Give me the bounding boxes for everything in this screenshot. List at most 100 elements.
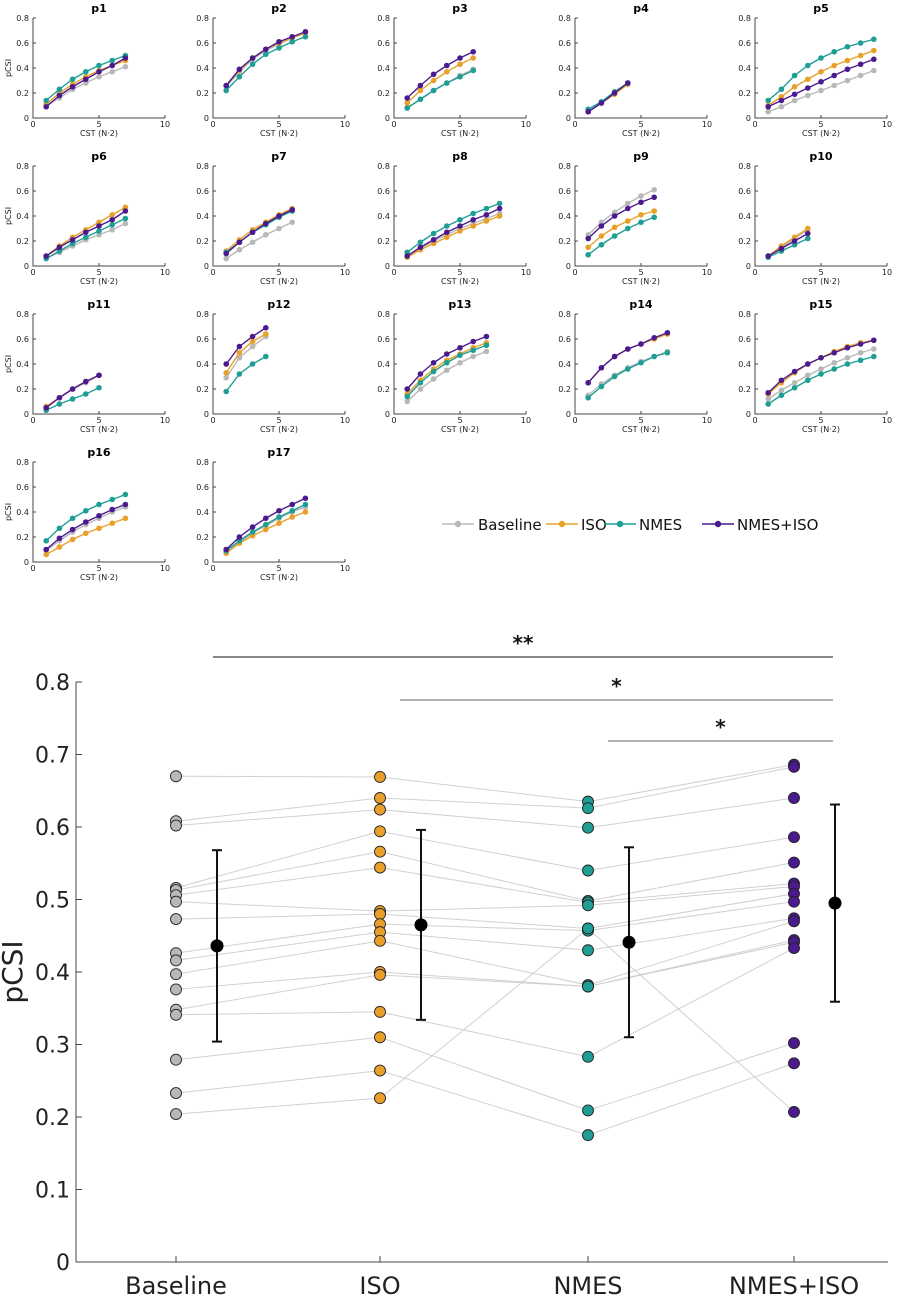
data-point <box>805 377 811 384</box>
mean-marker <box>622 935 636 949</box>
data-point <box>289 33 296 40</box>
data-point <box>96 525 102 532</box>
data-point <box>483 205 490 212</box>
data-point <box>791 379 798 386</box>
y-tick-label: 0.8 <box>558 14 571 23</box>
data-point <box>404 398 411 405</box>
data-point <box>236 246 243 253</box>
data-point <box>857 61 864 68</box>
data-point <box>831 366 837 372</box>
data-point <box>457 216 463 223</box>
y-axis-label: pCSI <box>0 940 29 1003</box>
participant-line <box>175 939 795 990</box>
y-tick-label: 0.8 <box>16 458 29 467</box>
data-point <box>444 80 450 86</box>
data-point <box>857 357 864 364</box>
data-point <box>805 230 811 237</box>
data-point <box>585 108 591 115</box>
x-tick-label: 10 <box>340 416 350 425</box>
panel-title: p8 <box>452 150 468 163</box>
participant-line <box>175 927 795 1115</box>
panel-title: p4 <box>633 2 649 15</box>
data-point <box>598 241 605 248</box>
y-tick-label: 0.6 <box>738 39 751 48</box>
data-point <box>83 530 89 537</box>
data-point <box>43 404 49 411</box>
data-point <box>778 377 785 384</box>
x-axis-label: CST (N·2) <box>260 129 298 138</box>
data-point <box>276 514 282 520</box>
participant-line <box>175 764 795 803</box>
panel-p1: p1 0 0.2 0.4 0.6 0.8 0 5 10 CST (N·2) pCSI <box>4 2 170 138</box>
data-point <box>263 526 269 533</box>
data-point <box>788 831 800 844</box>
data-point <box>470 55 477 61</box>
data-point <box>611 224 618 231</box>
y-tick-label: 0.2 <box>558 89 571 98</box>
data-point <box>457 352 463 359</box>
data-point <box>788 856 800 869</box>
y-tick-label: 0.2 <box>16 533 29 542</box>
panel-title: p1 <box>91 2 107 15</box>
data-point <box>470 67 477 74</box>
data-point <box>109 216 115 223</box>
data-point <box>69 386 76 392</box>
data-point <box>122 63 129 70</box>
data-point <box>778 97 785 104</box>
panel-title: p15 <box>809 298 832 311</box>
legend-iso: ISO <box>546 516 607 534</box>
panel-title: p11 <box>87 298 110 311</box>
y-tick-label: 0.2 <box>16 385 29 394</box>
x-tick-label: 10 <box>160 416 170 425</box>
data-point <box>96 384 102 391</box>
data-point <box>109 226 115 233</box>
x-tick-label: 0 <box>572 120 577 129</box>
series-line-nmes-iso <box>767 232 809 257</box>
panel-p9: p9 0 0.2 0.4 0.6 0.8 0 5 10 CST (N·2) <box>558 150 712 286</box>
x-tick-label: 0 <box>572 416 577 425</box>
data-point <box>844 57 851 64</box>
data-point <box>778 86 785 93</box>
y-tick-label: 0.6 <box>16 335 29 344</box>
data-point <box>69 536 76 543</box>
data-point <box>96 62 102 69</box>
panel-p7: p7 0 0.2 0.4 0.6 0.8 0 5 10 CST (N·2) <box>196 150 350 286</box>
data-point <box>96 512 102 519</box>
y-tick-label: 0.8 <box>377 162 390 171</box>
legend-label-iso: ISO <box>581 516 607 534</box>
y-tick-label: 0.6 <box>738 335 751 344</box>
data-point <box>263 231 269 238</box>
data-point <box>857 72 864 79</box>
data-point <box>56 86 63 93</box>
x-tick-label: 10 <box>340 564 350 573</box>
y-tick-label: 0.8 <box>196 310 209 319</box>
significance-bar: * <box>400 674 833 701</box>
data-point <box>170 968 182 981</box>
y-axis-label: pCSI <box>4 207 13 225</box>
data-point <box>289 501 296 508</box>
x-tick-label: 0 <box>210 268 215 277</box>
x-axis-label: CST (N·2) <box>260 425 298 434</box>
x-tick-label: 5 <box>818 416 823 425</box>
participant-line <box>175 885 795 912</box>
data-point <box>582 1129 594 1142</box>
data-point <box>122 208 129 214</box>
series-line-nmes <box>587 216 655 256</box>
data-point <box>430 77 437 84</box>
data-point <box>582 922 594 935</box>
data-point <box>818 371 824 377</box>
data-point <box>788 895 800 908</box>
y-tick-label: 0.8 <box>196 162 209 171</box>
legend-baseline: Baseline <box>442 516 542 534</box>
y-tick-label: 0.2 <box>16 89 29 98</box>
panel-title: p6 <box>91 150 107 163</box>
legend-label-nmes-iso: NMES+ISO <box>737 516 818 534</box>
data-point <box>598 100 605 106</box>
data-point <box>805 76 811 83</box>
mean-marker <box>828 896 842 910</box>
data-point <box>871 56 877 63</box>
data-point <box>302 33 309 40</box>
data-point <box>651 194 657 201</box>
axis-lines <box>212 18 345 119</box>
